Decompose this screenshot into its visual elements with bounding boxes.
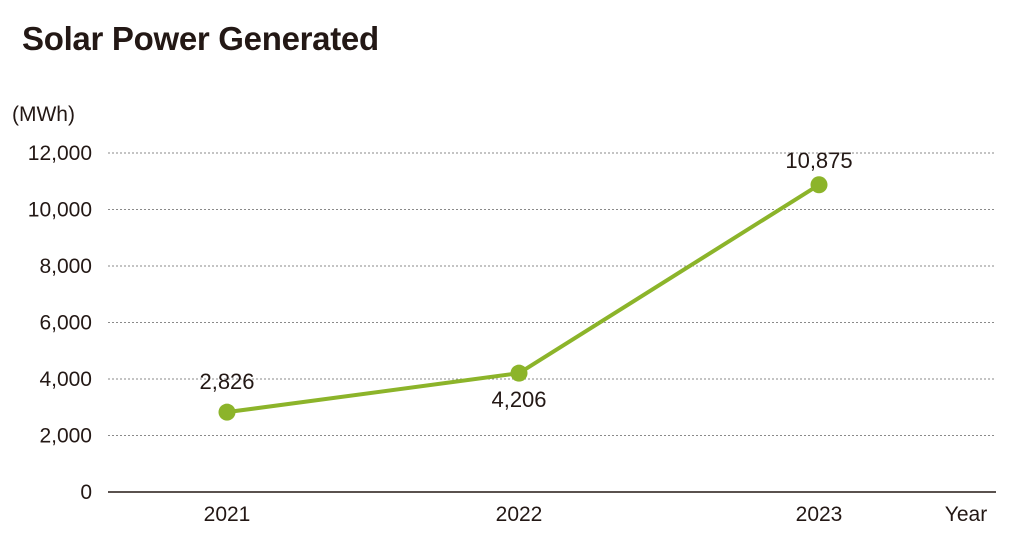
data-label: 4,206: [491, 387, 546, 412]
data-point: [510, 364, 528, 382]
data-label: 10,875: [785, 148, 852, 173]
y-tick-label: 4,000: [39, 368, 92, 391]
y-tick-label: 2,000: [39, 425, 92, 448]
data-point: [218, 403, 236, 421]
y-axis-unit-label: (MWh): [12, 103, 75, 126]
y-tick-label: 0: [80, 481, 92, 504]
data-label: 2,826: [199, 369, 254, 394]
y-tick-label: 10,000: [28, 199, 92, 222]
y-tick-label: 12,000: [28, 142, 92, 165]
data-point: [810, 176, 828, 194]
gridlines: [108, 152, 996, 436]
series-group: 2,826 4,206 10,875: [199, 148, 853, 421]
y-tick-label: 8,000: [39, 255, 92, 278]
x-tick-labels: 2021 2022 2023: [204, 503, 843, 526]
x-axis-label: Year: [945, 503, 987, 526]
x-tick-label: 2022: [496, 503, 543, 526]
y-tick-labels: 0 2,000 4,000 6,000 8,000 10,000 12,000: [28, 142, 92, 504]
x-tick-label: 2021: [204, 503, 251, 526]
x-tick-label: 2023: [796, 503, 843, 526]
chart-title: Solar Power Generated: [22, 20, 379, 57]
y-tick-label: 6,000: [39, 312, 92, 335]
